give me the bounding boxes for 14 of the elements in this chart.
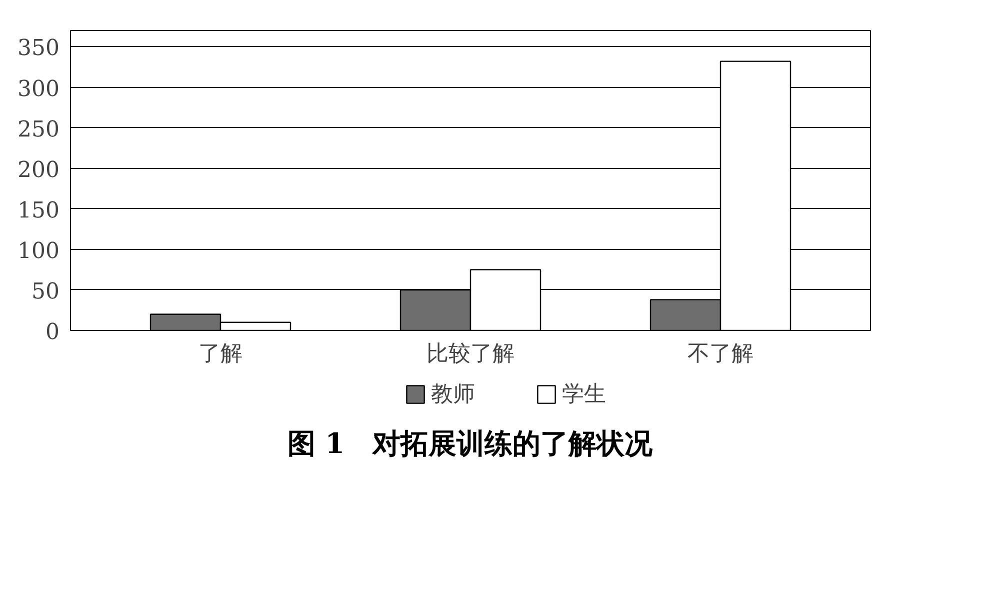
x-tick-label: 了解 — [198, 342, 242, 366]
y-tick-label: 0 — [46, 320, 60, 345]
x-tick-label: 不了解 — [688, 342, 754, 366]
y-tick-label: 100 — [18, 238, 60, 264]
legend-label: 教师 — [431, 381, 475, 409]
legend-label: 学生 — [562, 381, 606, 409]
y-tick-label: 350 — [18, 36, 60, 62]
x-tick-label: 比较了解 — [426, 342, 514, 366]
y-tick-label: 300 — [18, 76, 60, 102]
y-tick-label: 200 — [18, 158, 60, 183]
y-tick-label: 250 — [18, 117, 60, 142]
text: 图 1 对拓展训练的了解状况 — [286, 426, 654, 462]
y-tick-label: 50 — [32, 279, 60, 304]
y-tick-label: 150 — [18, 198, 60, 224]
